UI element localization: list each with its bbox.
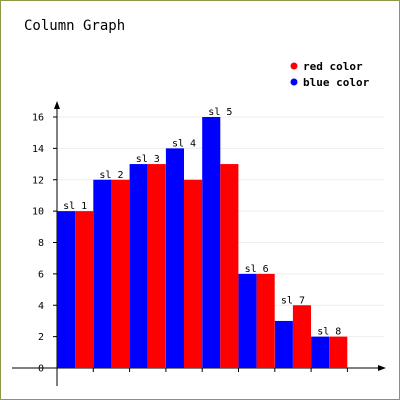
y-tick-label-12: 12: [32, 175, 44, 186]
bar-blue-sl-1: [57, 211, 76, 368]
bar-blue-sl-5: [202, 117, 221, 368]
bar-red-sl-7: [292, 305, 311, 368]
y-tick-label-0: 0: [38, 364, 44, 375]
legend-marker-blue: [290, 78, 298, 86]
bar-blue-sl-3: [129, 164, 148, 368]
bar-blue-sl-8: [311, 336, 330, 368]
y-tick-label-16: 16: [32, 113, 44, 124]
bar-label-sl-8: sl 8: [317, 327, 341, 338]
bars: [57, 117, 348, 368]
chart-title: Column Graph: [24, 18, 125, 34]
bar-red-sl-1: [75, 211, 94, 368]
y-tick-label-14: 14: [32, 144, 44, 155]
bar-label-sl-7: sl 7: [281, 295, 305, 306]
legend-label-red: red color: [303, 60, 363, 73]
bar-red-sl-5: [220, 164, 239, 368]
bar-label-sl-1: sl 1: [63, 201, 87, 212]
bar-red-sl-8: [329, 336, 348, 368]
y-tick-label-8: 8: [38, 238, 44, 249]
bar-blue-sl-7: [274, 320, 293, 368]
bar-labels: sl 1 sl 2 sl 3 sl 4 sl 5 sl 6 sl 7 sl 8: [63, 107, 341, 338]
bar-blue-sl-2: [93, 179, 112, 368]
y-axis-arrow: [54, 101, 60, 109]
bar-label-sl-2: sl 2: [99, 170, 123, 181]
bar-red-sl-6: [256, 273, 275, 368]
x-axis-arrow: [378, 365, 386, 371]
y-tick-label-2: 2: [38, 332, 44, 343]
bar-blue-sl-4: [165, 148, 184, 368]
bar-red-sl-3: [147, 164, 166, 368]
legend-label-blue: blue color: [303, 76, 370, 89]
bar-label-sl-6: sl 6: [245, 264, 269, 275]
bar-red-sl-2: [111, 179, 130, 368]
bar-label-sl-3: sl 3: [136, 154, 160, 165]
bar-label-sl-5: sl 5: [208, 107, 232, 118]
legend-marker-red: [290, 62, 298, 70]
bar-red-sl-4: [184, 179, 203, 368]
bar-blue-sl-6: [238, 273, 257, 368]
y-tick-label-4: 4: [38, 301, 44, 312]
y-tick-label-6: 6: [38, 269, 44, 280]
bar-label-sl-4: sl 4: [172, 138, 196, 149]
legend: red color blue color: [290, 60, 370, 89]
y-tick-label-10: 10: [32, 207, 44, 218]
